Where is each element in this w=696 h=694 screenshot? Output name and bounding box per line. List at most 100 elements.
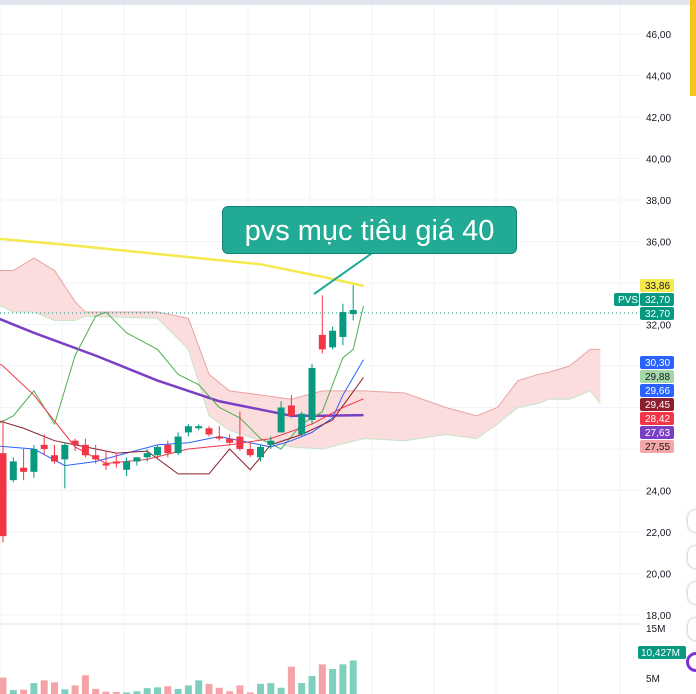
volume-bar (277, 687, 285, 694)
candle-body (92, 455, 100, 460)
candle-body (339, 312, 347, 337)
volume-bar (20, 689, 28, 694)
volume-bar (112, 692, 120, 694)
price-tick-label: 32,00 (646, 321, 671, 332)
price-tick-label: 40,00 (646, 155, 671, 166)
volume-bar (143, 688, 151, 694)
volume-bar (61, 689, 69, 694)
candle-body (30, 449, 38, 472)
volume-bar (40, 680, 48, 694)
volume-tag (638, 646, 686, 659)
cloud-lower-edge (0, 305, 601, 450)
price-tag (640, 384, 674, 397)
indicator-line (0, 237, 364, 288)
volume-bar (236, 685, 244, 694)
volume-bar (81, 675, 89, 694)
price-tick-label: 44,00 (646, 72, 671, 83)
volume-bar (257, 683, 264, 694)
volume-bar (318, 664, 326, 694)
volume-bar (339, 664, 347, 694)
volume-bar (205, 683, 213, 694)
price-tick-label: 24,00 (646, 487, 671, 498)
side-toolbar-button[interactable] (688, 546, 696, 568)
candle-body (123, 461, 131, 470)
volume-bar (30, 683, 38, 694)
cloud-upper-edge (0, 257, 601, 417)
candlesticks (0, 285, 357, 543)
price-tag-label: 27,55 (645, 442, 670, 453)
volume-bar (164, 686, 172, 694)
volume-bar (195, 680, 203, 694)
volume-bar (174, 688, 182, 694)
volume-tag-label: 10,427M (641, 648, 680, 659)
candle-body (51, 455, 58, 462)
price-tag-label: 27,63 (645, 428, 670, 439)
candle-body (0, 453, 7, 537)
callout-pointer (313, 250, 376, 295)
side-toolbar-button[interactable] (688, 618, 696, 640)
price-tag-label: 28,42 (645, 414, 670, 425)
price-tag-label: 30,30 (645, 358, 670, 369)
price-axis[interactable]: 46,00 44,00 42,00 40,00 38,00 36,00 32,00 24,00… (646, 30, 671, 685)
candle-body (226, 438, 234, 443)
volume-tick-label: 15M (646, 624, 665, 635)
price-tag (640, 279, 674, 292)
price-tick-label: 18,00 (646, 611, 671, 622)
candle-body (184, 426, 192, 433)
volume-bar (0, 677, 7, 694)
candle-body (143, 453, 151, 458)
candle-body (298, 413, 306, 435)
candle-body (318, 334, 326, 350)
volume-bar (308, 676, 316, 694)
indicator-line (0, 377, 364, 475)
candle-body (236, 436, 244, 449)
candle-body (40, 444, 48, 449)
candle-body (133, 457, 141, 462)
price-tag-label: 29,88 (645, 372, 670, 383)
side-toolbar-button[interactable] (688, 582, 696, 604)
price-tag-label: 33,86 (645, 281, 670, 292)
top-border (0, 0, 696, 5)
candle-body (164, 444, 172, 454)
candle-body (287, 405, 295, 416)
candle-body (195, 426, 203, 429)
target-price-annotation[interactable]: pvs mục tiêu giá 40 (222, 206, 517, 254)
volume-bar (226, 691, 234, 694)
assistant-icon[interactable] (686, 652, 696, 672)
candle-body (215, 436, 223, 439)
candle-body (257, 446, 264, 458)
candle-body (20, 467, 28, 472)
grid (0, 5, 640, 694)
candle-body (277, 407, 285, 433)
side-toolbar-button[interactable] (688, 510, 696, 532)
candle-body (71, 440, 79, 445)
volume-bar (267, 683, 275, 694)
volume-bar (246, 692, 254, 694)
candle-body (102, 463, 110, 466)
candle-body (174, 436, 182, 454)
candle-body (112, 461, 120, 464)
volume-bar (71, 685, 79, 694)
symbol-tag (614, 293, 639, 306)
symbol-tag-label: PVS (618, 295, 638, 306)
volume-bar (215, 687, 223, 694)
price-tick-label: 46,00 (646, 30, 671, 41)
price-tag (640, 426, 674, 439)
volume-bar (298, 683, 306, 694)
candle-body (205, 428, 213, 435)
volume-bar (92, 688, 100, 694)
price-tag (640, 356, 674, 369)
price-tag-label: 29,45 (645, 400, 670, 411)
candle-body (154, 446, 161, 456)
price-tick-label: 42,00 (646, 113, 671, 124)
price-tag (640, 440, 674, 453)
price-tag-label: 32,70 (645, 309, 670, 320)
volume-bars (0, 660, 357, 694)
volume-bar (123, 692, 131, 694)
volume-bar (287, 666, 295, 694)
volume-bar (133, 691, 141, 694)
indicator-line (0, 305, 364, 450)
candle-body (246, 449, 254, 456)
price-tag (640, 370, 674, 383)
